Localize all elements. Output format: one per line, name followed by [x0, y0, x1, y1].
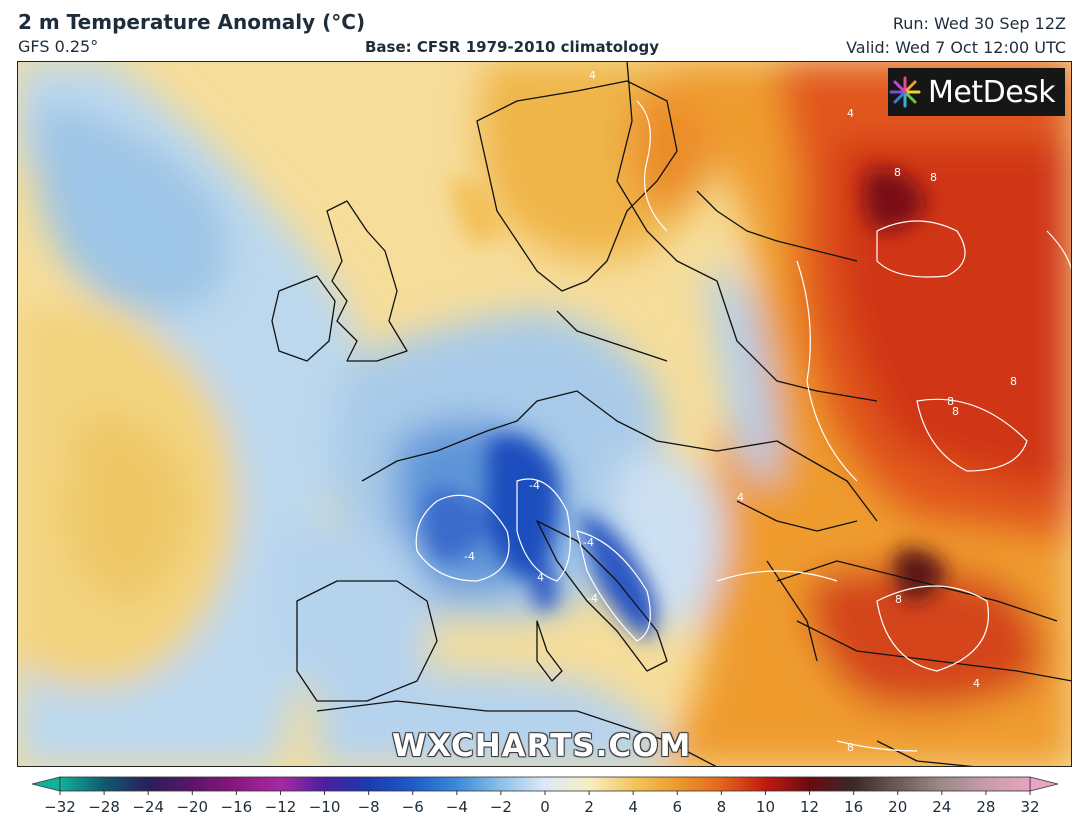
colorbar-tick-label: 10 — [756, 798, 775, 816]
metdesk-logo-text: MetDesk — [928, 74, 1056, 110]
wxcharts-watermark: WXCHARTS.COM — [392, 728, 692, 764]
colorbar-tick-label: −24 — [132, 798, 164, 816]
contour-label: 8 — [930, 171, 937, 184]
contour-label: -4 — [464, 550, 475, 563]
metdesk-logo: MetDesk — [888, 68, 1065, 116]
contour-label: -4 — [583, 536, 594, 549]
model-label: GFS 0.25° — [18, 37, 99, 56]
colorbar-max-arrow — [1029, 776, 1059, 792]
colorbar-tick-label: −20 — [176, 798, 208, 816]
colorbar-tick-label: −2 — [490, 798, 512, 816]
colorbar-tick-label: 24 — [932, 798, 951, 816]
colorbar-tick-label: 2 — [584, 798, 594, 816]
anomaly-map: -4 -4 -4 -4 8 8 8 8 8 4 4 4 4 8 4 8 — [17, 61, 1072, 767]
contour-label: -4 — [587, 592, 598, 605]
colorbar-tick-label: 28 — [976, 798, 995, 816]
colorbar-tick-label: 16 — [844, 798, 863, 816]
contour-label: 4 — [537, 571, 544, 584]
colorbar-tick-label: −32 — [44, 798, 76, 816]
colorbar-tick-label: 12 — [800, 798, 819, 816]
contour-label: 8 — [847, 741, 854, 754]
colorbar-tick-label: 8 — [717, 798, 727, 816]
climatology-base: Base: CFSR 1979-2010 climatology — [365, 38, 660, 56]
run-time: Run: Wed 30 Sep 12Z — [892, 14, 1066, 33]
colorbar-tick-label: 6 — [672, 798, 682, 816]
colorbar-scale — [59, 776, 1031, 792]
colorbar-tick-label: −8 — [358, 798, 380, 816]
contour-label: 8 — [952, 405, 959, 418]
colorbar-tick-label: 4 — [628, 798, 638, 816]
contour-label: 8 — [895, 593, 902, 606]
colorbar-tick-label: −10 — [309, 798, 341, 816]
valid-time: Valid: Wed 7 Oct 12:00 UTC — [846, 38, 1066, 57]
colorbar: −32 −28 −24 −20 −16 −12 −10 −8 −6 −4 −2 0 2 4 6 8 10 12 16… — [31, 776, 1059, 816]
colorbar-tick-label: −6 — [402, 798, 424, 816]
contour-label: 4 — [589, 69, 596, 82]
colorbar-tick-label: −28 — [88, 798, 120, 816]
contour-label: 4 — [847, 107, 854, 120]
contour-label: 8 — [894, 166, 901, 179]
colorbar-tick-label: −12 — [265, 798, 297, 816]
chart-title: 2 m Temperature Anomaly (°C) — [18, 10, 366, 34]
contour-label: -4 — [529, 479, 540, 492]
contour-label: 8 — [947, 395, 954, 408]
contour-label: 4 — [973, 677, 980, 690]
colorbar-tick-label: 32 — [1020, 798, 1039, 816]
contour-label: 8 — [1010, 375, 1017, 388]
colorbar-tick-label: −4 — [446, 798, 468, 816]
colorbar-tick-label: −16 — [221, 798, 253, 816]
contour-label: 4 — [737, 491, 744, 504]
colorbar-min-arrow — [31, 776, 61, 792]
colorbar-tick-label: 0 — [540, 798, 550, 816]
metdesk-star-icon — [889, 76, 921, 108]
colorbar-tick-label: 20 — [888, 798, 907, 816]
